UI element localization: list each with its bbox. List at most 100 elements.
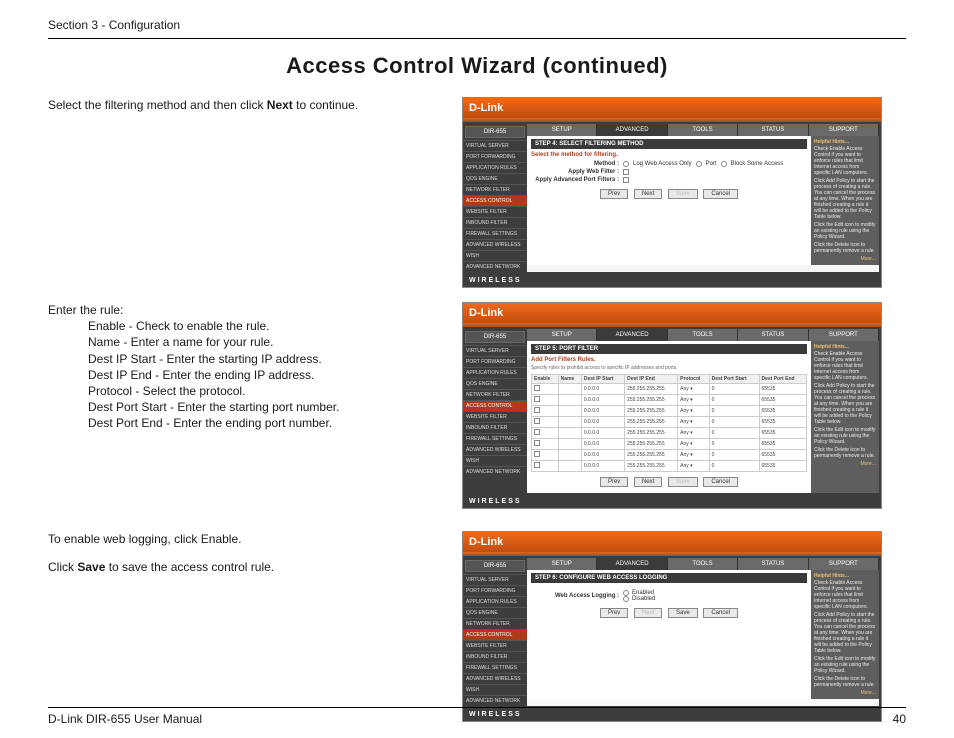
tab[interactable]: TOOLS [668, 124, 738, 136]
prev-button[interactable]: Prev [600, 477, 628, 487]
enable-checkbox[interactable] [534, 462, 540, 468]
col-header: Dest IP End [625, 375, 678, 384]
rule-line: Protocol - Select the protocol. [88, 383, 448, 399]
enable-checkbox[interactable] [534, 418, 540, 424]
hints-title: Helpful Hints... [814, 139, 876, 145]
radio[interactable] [696, 161, 702, 167]
panel-sub: Select the method for filtering. [531, 152, 807, 158]
sidebar-item[interactable]: ADVANCED WIRELESS [463, 239, 527, 250]
sidebar-item[interactable]: VIRTUAL SERVER [463, 345, 527, 356]
col-header: Dest Port End [759, 375, 807, 384]
sidebar-item[interactable]: WEBSITE FILTER [463, 206, 527, 217]
p4b: Save [77, 560, 105, 574]
sidebar-item[interactable]: VIRTUAL SERVER [463, 574, 527, 585]
enable-checkbox[interactable] [534, 396, 540, 402]
checkbox[interactable] [623, 177, 629, 183]
col-header: Name [558, 375, 581, 384]
instruction-3: To enable web logging, click Enable. Cli… [48, 531, 448, 575]
hints-panel: Helpful Hints... Check Enable Access Con… [811, 570, 879, 699]
step-bar: STEP 5: PORT FILTER [531, 344, 807, 354]
sidebar-item[interactable]: ADVANCED NETWORK [463, 261, 527, 272]
tab[interactable]: SUPPORT [809, 329, 879, 341]
tab[interactable]: TOOLS [668, 558, 738, 570]
sidebar-item[interactable]: WISH [463, 455, 527, 466]
more-link[interactable]: More... [814, 256, 876, 262]
tab[interactable]: SETUP [527, 124, 597, 136]
enable-checkbox[interactable] [534, 407, 540, 413]
cancel-button[interactable]: Cancel [703, 189, 738, 199]
hint-text: Check Enable Access Control if you want … [814, 351, 876, 381]
cancel-button[interactable]: Cancel [703, 477, 738, 487]
awf-label: Apply Web Filter : [531, 169, 619, 175]
tab[interactable]: SUPPORT [809, 558, 879, 570]
sidebar-item[interactable]: NETWORK FILTER [463, 618, 527, 629]
tab[interactable]: SUPPORT [809, 124, 879, 136]
more-link[interactable]: More... [814, 461, 876, 467]
sidebar-item[interactable]: PORT FORWARDING [463, 151, 527, 162]
sidebar-item[interactable]: APPLICATION RULES [463, 162, 527, 173]
tab[interactable]: STATUS [738, 329, 808, 341]
sidebar-item[interactable]: NETWORK FILTER [463, 389, 527, 400]
sidebar-item[interactable]: FIREWALL SETTINGS [463, 433, 527, 444]
tab[interactable]: ADVANCED [597, 329, 667, 341]
sidebar-item[interactable]: ACCESS CONTROL [463, 400, 527, 411]
sidebar-item[interactable]: ADVANCED WIRELESS [463, 673, 527, 684]
sidebar-item[interactable]: PORT FORWARDING [463, 356, 527, 367]
sidebar-item[interactable]: ADVANCED NETWORK [463, 695, 527, 706]
sidebar-item[interactable]: QOS ENGINE [463, 607, 527, 618]
sidebar-item[interactable]: WISH [463, 250, 527, 261]
sidebar-item[interactable]: ACCESS CONTROL [463, 195, 527, 206]
prev-button[interactable]: Prev [600, 608, 628, 618]
content-row-1: Select the filtering method and then cli… [48, 97, 906, 288]
checkbox[interactable] [623, 169, 629, 175]
next-button[interactable]: Next [634, 189, 662, 199]
sidebar-item[interactable]: FIREWALL SETTINGS [463, 228, 527, 239]
tab[interactable]: SETUP [527, 558, 597, 570]
sidebar-item[interactable]: ACCESS CONTROL [463, 629, 527, 640]
radio-disabled[interactable] [623, 596, 629, 602]
method-label: Method : [531, 161, 619, 167]
sidebar-item[interactable]: FIREWALL SETTINGS [463, 662, 527, 673]
sidebar-item[interactable]: PORT FORWARDING [463, 585, 527, 596]
sidebar-item[interactable]: ADVANCED WIRELESS [463, 444, 527, 455]
enable-checkbox[interactable] [534, 429, 540, 435]
tab[interactable]: SETUP [527, 329, 597, 341]
enable-checkbox[interactable] [534, 440, 540, 446]
sidebar-item[interactable]: VIRTUAL SERVER [463, 140, 527, 151]
cancel-button[interactable]: Cancel [703, 608, 738, 618]
sidebar-item[interactable]: APPLICATION RULES [463, 367, 527, 378]
brand-bar: D-Link [463, 98, 881, 118]
sidebar-item[interactable]: NETWORK FILTER [463, 184, 527, 195]
hint-text: Check Enable Access Control if you want … [814, 580, 876, 610]
sidebar-item[interactable]: ADVANCED NETWORK [463, 466, 527, 477]
tab[interactable]: ADVANCED [597, 124, 667, 136]
sidebar-item[interactable]: INBOUND FILTER [463, 651, 527, 662]
sidebar-item[interactable]: WEBSITE FILTER [463, 640, 527, 651]
tab[interactable]: ADVANCED [597, 558, 667, 570]
tabs: SETUPADVANCEDTOOLSSTATUSSUPPORT [527, 124, 879, 136]
sidebar-item[interactable]: INBOUND FILTER [463, 217, 527, 228]
enable-checkbox[interactable] [534, 385, 540, 391]
radio[interactable] [721, 161, 727, 167]
hints-title: Helpful Hints... [814, 344, 876, 350]
hints-title: Helpful Hints... [814, 573, 876, 579]
header-rule [48, 38, 906, 39]
sidebar-item[interactable]: QOS ENGINE [463, 378, 527, 389]
tab[interactable]: STATUS [738, 124, 808, 136]
sidebar-item[interactable]: INBOUND FILTER [463, 422, 527, 433]
tab[interactable]: STATUS [738, 558, 808, 570]
more-link[interactable]: More... [814, 690, 876, 696]
next-button[interactable]: Next [634, 477, 662, 487]
sidebar-item[interactable]: APPLICATION RULES [463, 596, 527, 607]
sidebar-item[interactable]: QOS ENGINE [463, 173, 527, 184]
save-button[interactable]: Save [668, 608, 698, 618]
tab[interactable]: TOOLS [668, 329, 738, 341]
enable-checkbox[interactable] [534, 451, 540, 457]
screenshot-step6: D-Link DIR-655 VIRTUAL SERVERPORT FORWAR… [462, 531, 882, 722]
model-badge: DIR-655 [465, 126, 525, 138]
section-header: Section 3 - Configuration [48, 18, 906, 32]
sidebar-item[interactable]: WEBSITE FILTER [463, 411, 527, 422]
sidebar-item[interactable]: WISH [463, 684, 527, 695]
prev-button[interactable]: Prev [600, 189, 628, 199]
radio[interactable] [623, 161, 629, 167]
